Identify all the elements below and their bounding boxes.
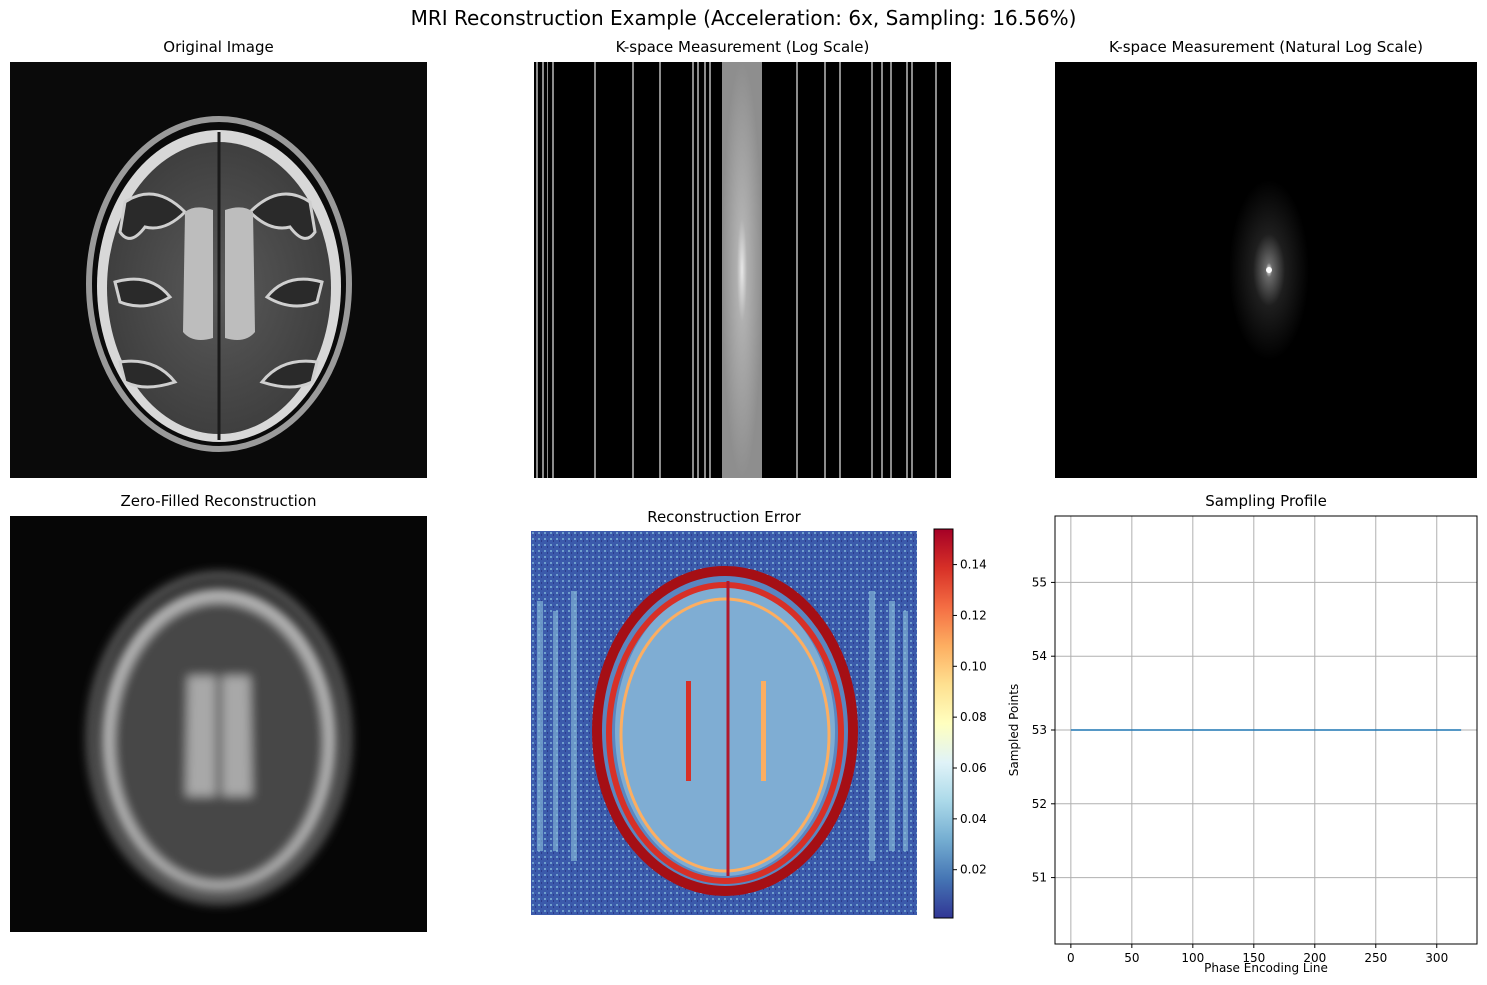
original-image-title: Original Image: [163, 38, 274, 56]
profile-y-tick-label: 54: [1032, 649, 1047, 663]
colorbar-tick-label: 0.14: [960, 558, 987, 572]
colorbar-tick-label: 0.10: [960, 659, 987, 673]
colorbar-tick-label: 0.04: [960, 812, 987, 826]
profile-x-tick-label: 300: [1425, 951, 1448, 965]
profile-ylabel: Sampled Points: [1007, 684, 1021, 776]
profile-x-tick-label: 150: [1242, 951, 1265, 965]
error-title: Reconstruction Error: [647, 508, 801, 526]
profile-y-tick-label: 53: [1032, 723, 1047, 737]
profile-y-tick-label: 51: [1032, 871, 1047, 885]
kspace-ln-title: K-space Measurement (Natural Log Scale): [1109, 38, 1423, 56]
figure-title: MRI Reconstruction Example (Acceleration…: [410, 6, 1077, 30]
zero-filled-image: [10, 516, 427, 932]
kspace-ln-image: [1055, 62, 1477, 478]
kspace-log-image: [534, 62, 951, 478]
zero-filled-title: Zero-Filled Reconstruction: [120, 492, 317, 510]
profile-y-tick-label: 55: [1032, 575, 1047, 589]
profile-x-tick-label: 50: [1124, 951, 1139, 965]
profile-x-tick-label: 200: [1303, 951, 1326, 965]
profile-title: Sampling Profile: [1205, 492, 1327, 510]
colorbar-tick-label: 0.08: [960, 710, 987, 724]
profile-xlabel: Phase Encoding Line: [1204, 961, 1328, 975]
original-mri-image: [10, 62, 427, 478]
colorbar-tick-label: 0.06: [960, 761, 987, 775]
profile-x-tick-label: 250: [1364, 951, 1387, 965]
profile-y-tick-label: 52: [1032, 797, 1047, 811]
colorbar-tick-label: 0.12: [960, 608, 987, 622]
error-colorbar: 0.02 0.04 0.06 0.08 0.10 0.12 0.14: [933, 528, 987, 919]
profile-x-tick-label: 0: [1067, 951, 1075, 965]
profile-x-tick-label: 100: [1181, 951, 1204, 965]
error-heatmap: [531, 531, 917, 915]
colorbar-tick-label: 0.02: [960, 863, 987, 877]
kspace-log-title: K-space Measurement (Log Scale): [615, 38, 870, 56]
